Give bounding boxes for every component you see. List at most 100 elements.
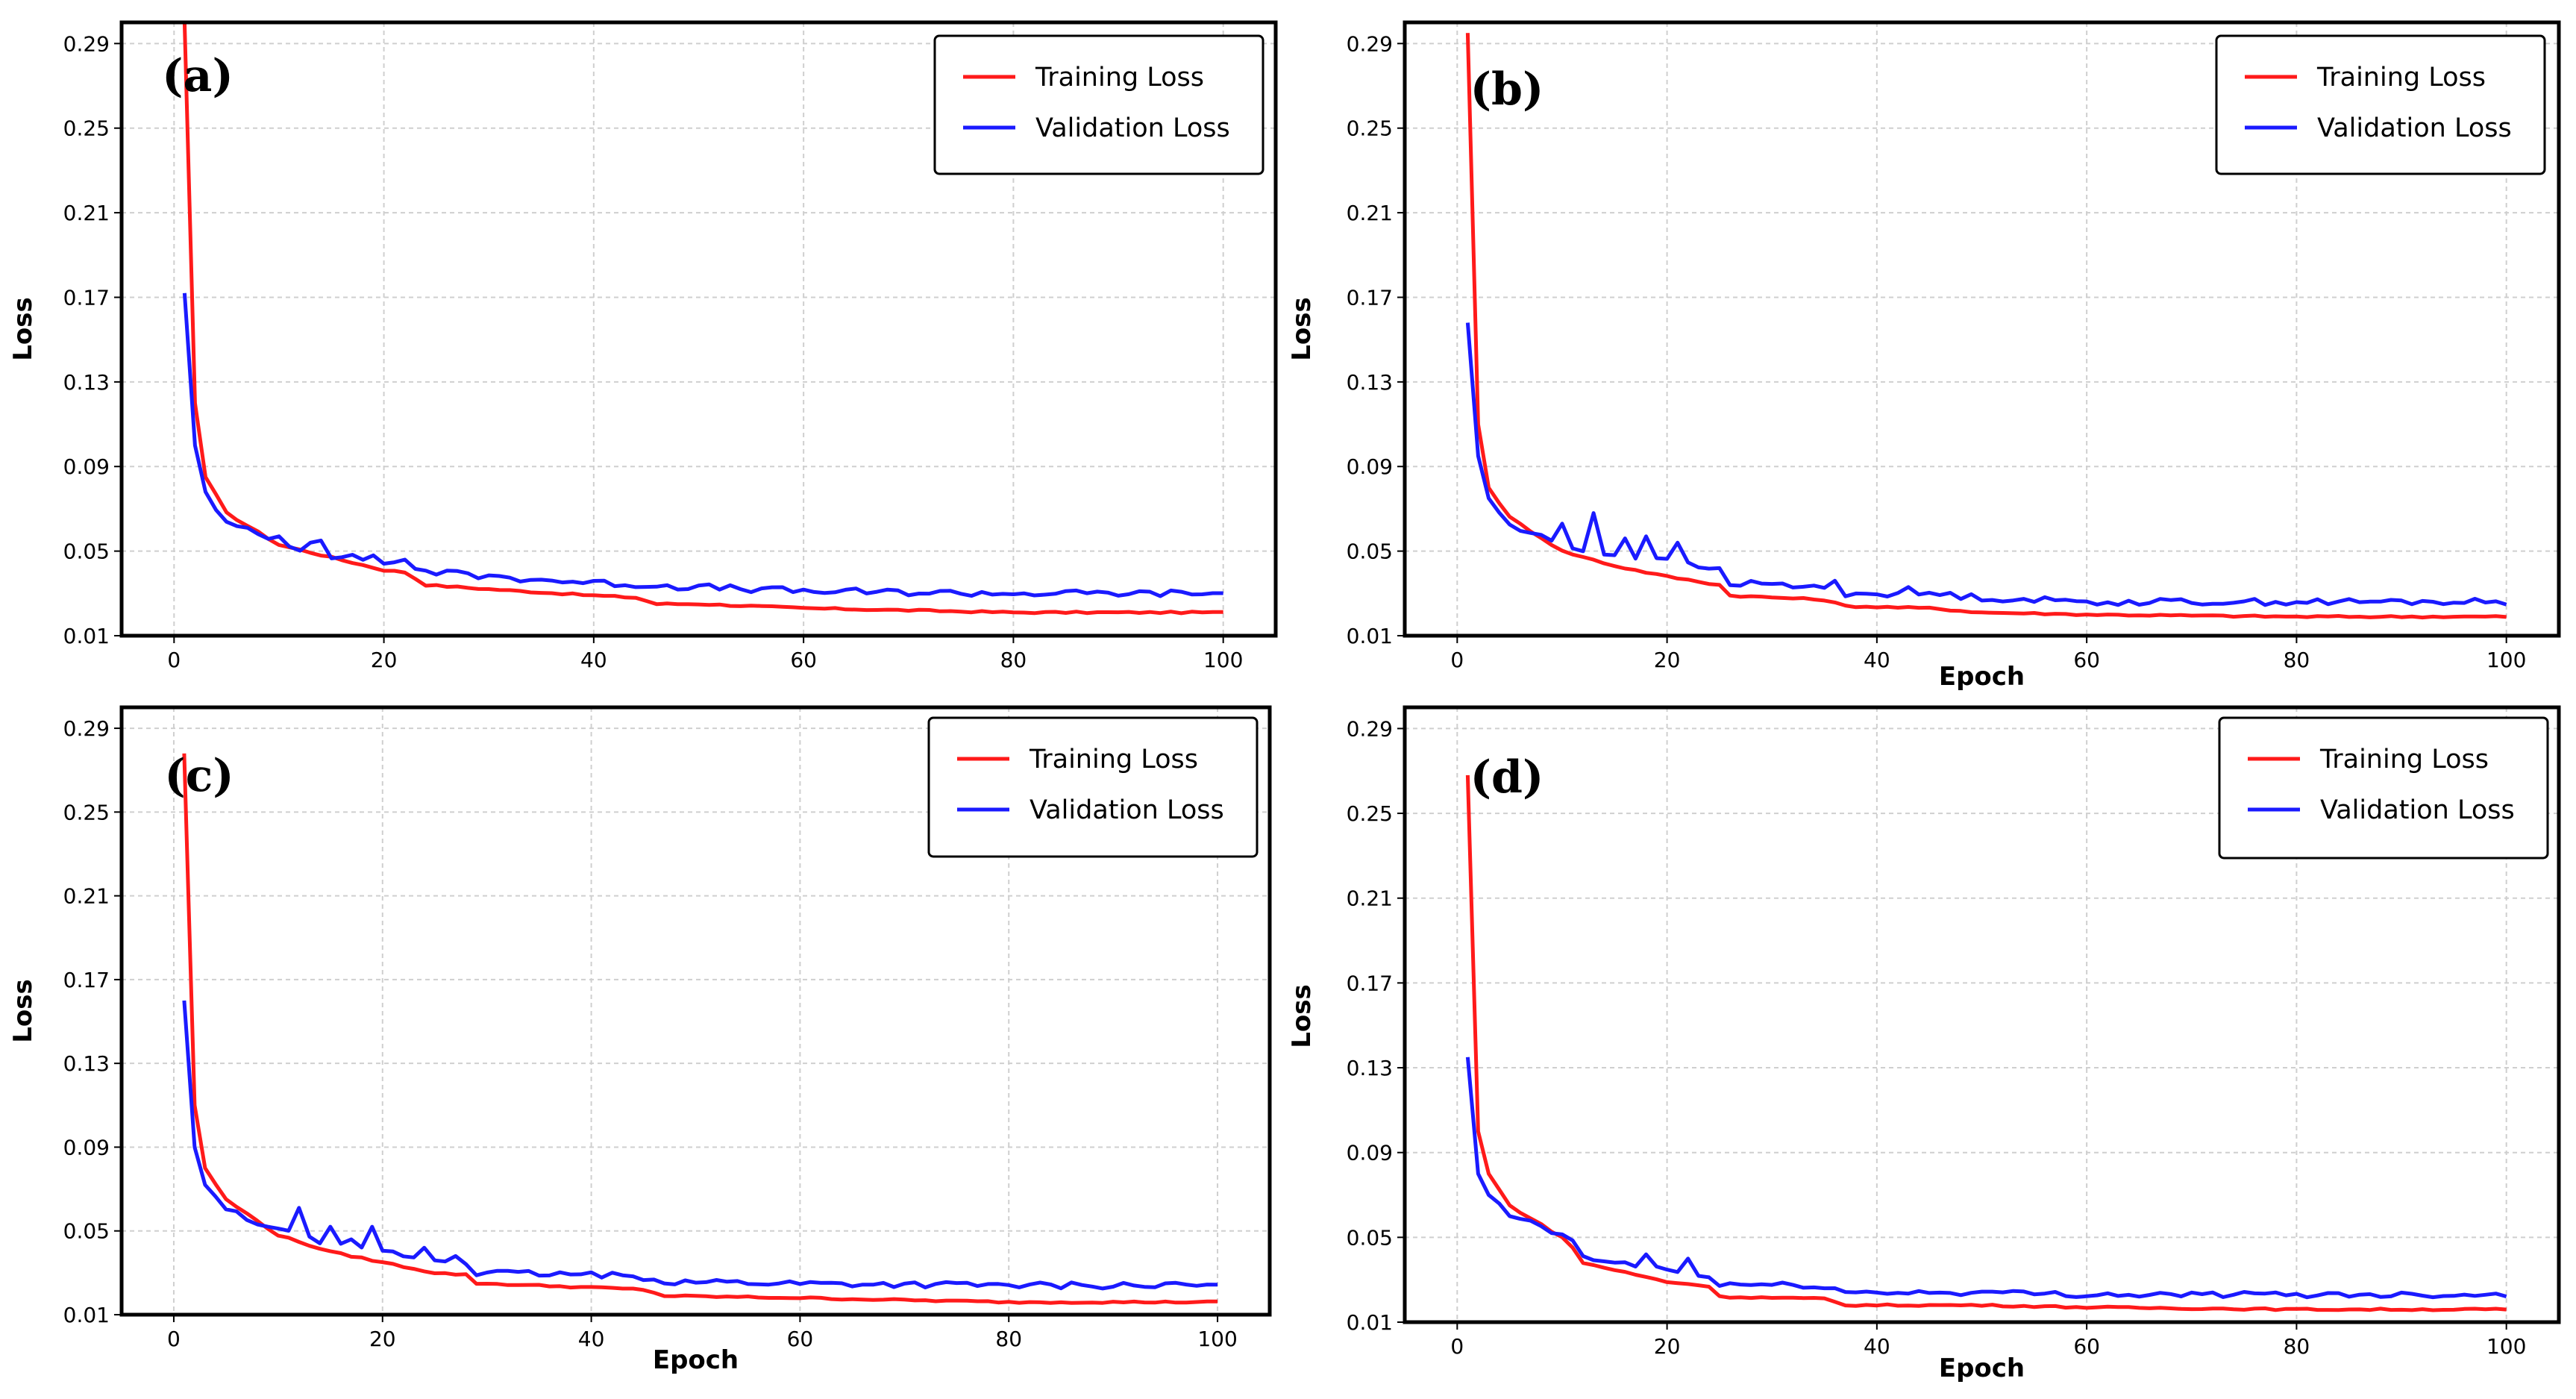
legend-box <box>2215 34 2546 175</box>
panel-c: 0 20 40 60 80 100 0.01 0.05 0.09 0.13 0.17 0.21 0.25… <box>8 705 1272 1375</box>
y-tick-label: 0.09 <box>63 454 110 479</box>
legend-training-label: Training Loss <box>2316 63 2486 93</box>
panel-b: 0 20 40 60 80 100 0.01 0.05 0.09 0.13 0.17 0.21 0.25… <box>1287 20 2561 692</box>
x-tick-label: 80 <box>995 1327 1022 1351</box>
y-tick-label: 0.01 <box>1347 624 1393 648</box>
y-tick-label: 0.13 <box>1347 1056 1393 1080</box>
y-tick-label: 0.13 <box>1347 370 1393 395</box>
y-tick-label: 0.21 <box>1347 201 1393 225</box>
x-tick-label: 20 <box>1654 648 1681 672</box>
y-axis-title: Loss <box>8 297 38 361</box>
x-tick-label: 20 <box>369 1327 396 1351</box>
y-tick-label: 0.25 <box>1347 116 1393 141</box>
y-tick-label: 0.05 <box>1347 1225 1393 1250</box>
legend-box <box>933 34 1265 175</box>
panel-label: (c) <box>164 750 234 802</box>
plot-frame <box>119 705 1272 1317</box>
y-tick-label: 0.09 <box>1347 1141 1393 1165</box>
plot-frame <box>1403 705 2561 1324</box>
x-tick-label: 60 <box>787 1327 814 1351</box>
training-loss-line <box>1465 774 2507 1312</box>
y-tick-label: 0.01 <box>1347 1310 1393 1335</box>
y-axis-title: Loss <box>1287 297 1317 361</box>
y-tick-label: 0.25 <box>63 116 110 141</box>
legend-validation-label: Validation Loss <box>1035 113 1230 143</box>
legend: Training Loss Validation Loss <box>2218 716 2549 860</box>
plot-frame <box>1403 20 2561 638</box>
y-tick-label: 0.17 <box>63 285 110 310</box>
x-tick-label: 100 <box>1197 1327 1237 1351</box>
x-tick-label: 80 <box>1000 648 1027 672</box>
x-axis-title: Epoch <box>653 1345 739 1375</box>
training-loss-line <box>1465 33 2507 620</box>
y-axis-title: Loss <box>8 979 38 1043</box>
training-loss-line <box>182 753 1218 1305</box>
y-axis-title: Loss <box>1287 984 1317 1048</box>
x-axis-title: Epoch <box>1939 662 2025 692</box>
x-tick-label: 40 <box>1864 1334 1890 1359</box>
y-tick-label: 0.17 <box>1347 285 1393 310</box>
y-tick-label: 0.21 <box>63 201 110 225</box>
x-tick-label: 100 <box>2486 648 2526 672</box>
panel-label: (d) <box>1470 751 1544 804</box>
y-tick-label: 0.13 <box>63 370 110 395</box>
y-tick-label: 0.29 <box>63 31 110 56</box>
y-tick-label: 0.01 <box>63 1303 110 1327</box>
panel-d: 0 20 40 60 80 100 0.01 0.05 0.09 0.13 0.17 0.21 0.25… <box>1287 705 2561 1383</box>
training-loss-line <box>182 22 1223 616</box>
y-tick-label: 0.17 <box>1347 971 1393 995</box>
x-tick-label: 0 <box>1450 648 1464 672</box>
x-tick-label: 80 <box>2284 648 2310 672</box>
y-tick-label: 0.05 <box>1347 539 1393 564</box>
y-tick-label: 0.09 <box>63 1135 110 1159</box>
x-tick-label: 100 <box>2486 1334 2526 1359</box>
y-tick-label: 0.05 <box>63 539 110 564</box>
x-tick-label: 0 <box>167 1327 181 1351</box>
x-tick-label: 0 <box>1450 1334 1464 1359</box>
y-tick-label: 0.25 <box>1347 801 1393 826</box>
y-tick-label: 0.17 <box>63 968 110 992</box>
y-tick-label: 0.01 <box>63 624 110 648</box>
legend: Training Loss Validation Loss <box>933 34 1265 175</box>
x-tick-label: 100 <box>1203 648 1243 672</box>
y-tick-label: 0.25 <box>63 800 110 824</box>
legend-training-label: Training Loss <box>1035 63 1204 93</box>
x-axis-title: Epoch <box>1939 1353 2025 1383</box>
legend-training-label: Training Loss <box>1029 745 1198 774</box>
y-tick-label: 0.29 <box>1347 716 1393 741</box>
x-tick-label: 40 <box>578 1327 605 1351</box>
x-tick-label: 20 <box>1654 1334 1681 1359</box>
x-tick-label: 60 <box>2073 1334 2100 1359</box>
y-tick-label: 0.09 <box>1347 454 1393 479</box>
validation-loss-line <box>1465 1057 2507 1300</box>
x-tick-label: 80 <box>2284 1334 2310 1359</box>
y-tick-label: 0.29 <box>1347 31 1393 56</box>
panel-a: 0 20 40 60 80 100 0.01 0.05 0.09 0.13 0.17 0.21 0.25… <box>8 20 1278 672</box>
legend-validation-label: Validation Loss <box>2320 795 2515 825</box>
plot-frame <box>119 20 1278 638</box>
legend-box <box>2218 716 2549 860</box>
legend-validation-label: Validation Loss <box>1030 795 1224 825</box>
x-tick-label: 0 <box>167 648 181 672</box>
legend-box <box>927 716 1259 858</box>
legend-validation-label: Validation Loss <box>2317 113 2512 143</box>
validation-loss-line <box>1465 322 2507 607</box>
legend: Training Loss Validation Loss <box>2215 34 2546 175</box>
y-tick-label: 0.21 <box>63 884 110 909</box>
x-tick-label: 40 <box>1864 648 1890 672</box>
validation-loss-line <box>182 1000 1218 1291</box>
x-tick-label: 20 <box>371 648 398 672</box>
x-tick-label: 60 <box>790 648 817 672</box>
panel-label: (b) <box>1470 63 1544 116</box>
legend: Training Loss Validation Loss <box>927 716 1259 858</box>
x-tick-label: 60 <box>2073 648 2100 672</box>
y-tick-label: 0.21 <box>1347 886 1393 911</box>
panel-label: (a) <box>162 50 234 102</box>
y-tick-label: 0.29 <box>63 716 110 741</box>
y-tick-label: 0.05 <box>63 1219 110 1244</box>
legend-training-label: Training Loss <box>2319 745 2489 774</box>
x-tick-label: 40 <box>580 648 607 672</box>
y-tick-label: 0.13 <box>63 1051 110 1076</box>
validation-loss-line <box>182 292 1223 598</box>
